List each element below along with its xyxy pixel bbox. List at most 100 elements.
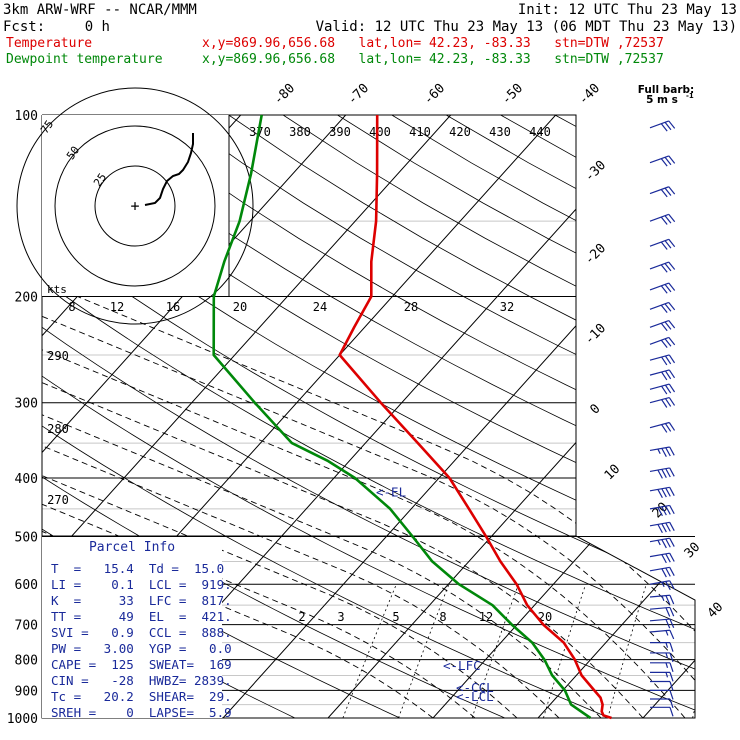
mixing-ratio-label: 8 [439,610,446,624]
barb-title-line1: Full barb: [638,84,694,96]
wind-barb [650,642,674,652]
dry-adiabat [42,115,695,718]
hodograph-ring [16,87,254,325]
theta-label: 430 [489,125,511,139]
barb-flag [657,524,663,534]
barb-flag [661,424,668,433]
barb-flag [664,187,672,196]
wind-barb [649,319,676,332]
fcst-value: 0 h [85,19,110,35]
barb-flag [665,581,671,591]
wind-barb [650,689,674,700]
level-label-lfc: <-LFC [443,658,481,673]
barb-flag [665,595,671,605]
barb-flag [669,537,675,547]
wind-barb [649,336,676,348]
barb-flag [660,285,668,294]
pressure-tick-label: 600 [15,578,38,593]
barb-flag [669,567,675,576]
legend-temperature-name: Temperature [6,36,92,51]
barb-staff [649,396,670,404]
barb-flag [660,216,668,225]
barb-staff [649,552,670,558]
dry-adiabat [445,115,695,718]
dry-adiabat [174,115,695,718]
wind-barb [649,155,676,167]
hodograph-center: + [130,197,139,215]
wind-barb [650,680,674,691]
speed-label: 20 [233,300,247,314]
barb-flag [668,354,676,364]
isotherm-label: -60 [421,81,448,108]
wind-barb [649,301,676,313]
speed-label: 24 [313,300,327,314]
barb-flag [665,607,671,617]
barb-flag [661,385,668,395]
legend-dewpoint-info: x,y=869.96,656.68 lat,lon= 42.23, -83.33… [202,52,664,67]
barb-flag [660,339,668,348]
level-label-lcl: <-LCL [456,689,494,704]
pressure-tick-label: 400 [15,472,38,487]
barb-flag [668,186,676,195]
barb-flag [669,707,674,717]
barb-flag [664,423,672,432]
pressure-tick-label: 700 [15,619,38,634]
isotherm-label: 40 [705,600,727,622]
barb-staff [649,580,670,585]
barb-title-exponent: -1 [686,92,694,100]
barb-flag [669,446,675,456]
barb-flag [668,422,676,431]
barb-flag [660,189,668,198]
barb-staff [649,155,669,164]
barb-flag [661,371,668,381]
wind-barb [649,594,675,605]
theta-label: 410 [409,125,431,139]
barb-flag [669,487,675,496]
barb-flag [664,338,672,347]
parcel-row: K = 33 LFC = 817. [51,593,232,608]
theta-label: 390 [329,125,351,139]
wind-barb [649,261,676,273]
theta-label: 400 [369,125,391,139]
barb-flag [668,282,676,291]
hodograph-ring [94,165,176,247]
parcel-row: SVI = 0.9 CCL = 888. [51,625,232,640]
barb-flag [665,505,671,515]
mixing-ratio-label: 2 [298,610,305,624]
hodograph-ring-label: 25 [91,171,109,189]
barb-flag [669,505,675,515]
barb-staff [649,354,670,361]
barb-flag [657,507,663,517]
wind-barb [649,467,675,479]
barb-flag [660,264,668,273]
dry-adiabat [42,115,611,718]
moist-adiabat [42,296,434,718]
barb-staff [649,566,670,572]
parcel-levels: <-LCL<-CCL <-LFC <-EL [376,484,494,703]
barb-flag [660,304,668,313]
barb-flag [664,384,672,394]
barb-flag [661,399,668,408]
barb-flag [665,447,671,457]
barb-flag [669,642,674,652]
hodograph-unit: kts [47,283,67,296]
isotherm-label: 0 [587,401,603,417]
dry-adiabat [228,115,695,718]
speed-label: 32 [500,300,514,314]
theta-label: 420 [449,125,471,139]
barb-flag [661,523,667,533]
wind-barb [650,698,674,709]
barb-title-line2: 5 m s [646,94,678,106]
wind-barb [649,486,675,499]
barb-staff [649,537,670,543]
barb-flag [664,321,672,330]
mixing-ratio-line [398,584,450,718]
barb-flag [657,489,663,499]
barb-flag [661,539,667,549]
barb-flag [665,567,671,577]
barb-staff [649,521,670,527]
dry-adiabat [42,115,695,718]
wind-barb [649,618,675,629]
